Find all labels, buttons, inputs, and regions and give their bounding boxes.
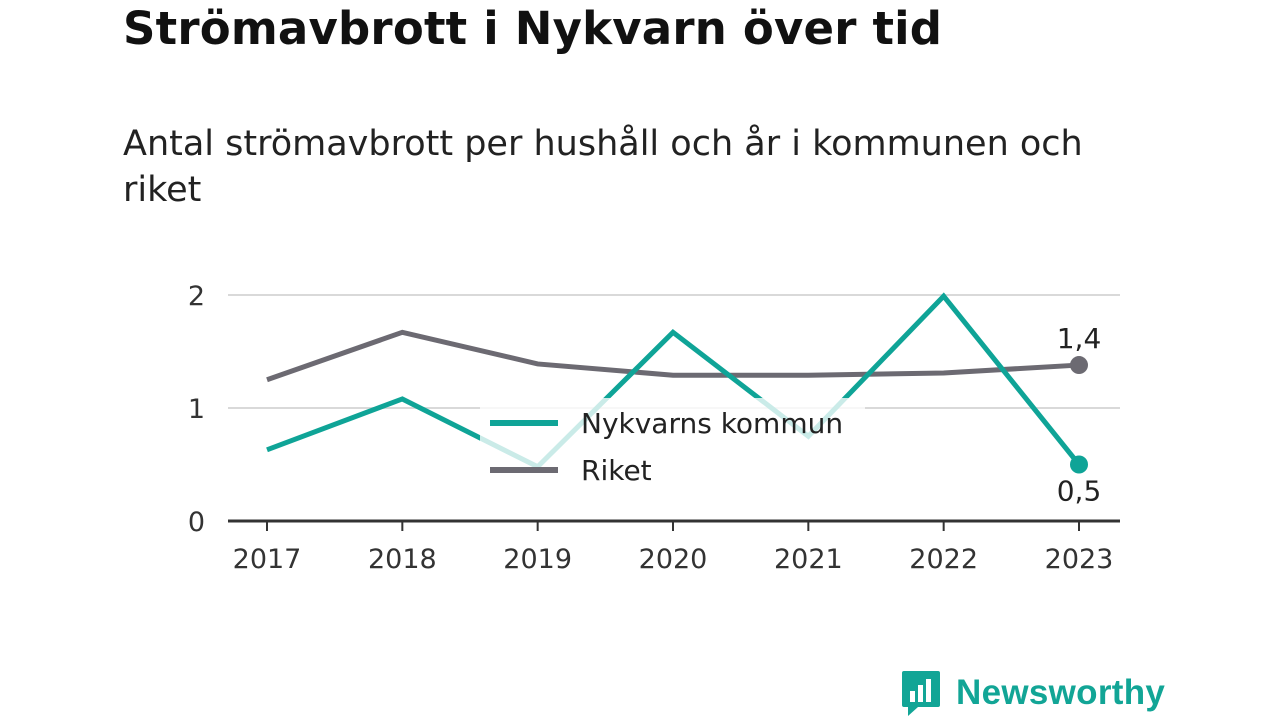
x-tick-label: 2019 [503,544,572,575]
x-tick-label: 2023 [1045,544,1114,575]
series-end-marker [1070,455,1088,474]
brand-logo: Newsworthy [900,668,1165,718]
chart-title: Strömavbrott i Nykvarn över tid [123,2,943,55]
chart-subtitle: Antal strömavbrott per hushåll och år i … [123,124,1083,210]
x-tick-label: 2020 [639,544,708,575]
bar-chart-speech-bubble-icon [902,671,940,716]
legend-background [480,398,865,494]
series-line-nykvarns-kommun [266,292,1081,470]
x-tick-label: 2022 [909,544,978,575]
y-tick-label: 1 [188,394,205,425]
x-tick-label: 2018 [368,544,437,575]
y-tick-label: 2 [188,281,205,312]
y-tick-label: 0 [188,507,205,538]
series-line-riket [266,329,1080,383]
end-value-label: 0,5 [1057,475,1102,508]
legend-label: Nykvarns kommun [581,407,843,440]
x-tick-label: 2021 [774,544,843,575]
brand-name: Newsworthy [956,673,1166,712]
legend-label: Riket [581,454,652,487]
end-value-label: 1,4 [1057,322,1102,355]
x-tick-label: 2017 [233,544,302,575]
series-end-marker [1070,356,1088,375]
